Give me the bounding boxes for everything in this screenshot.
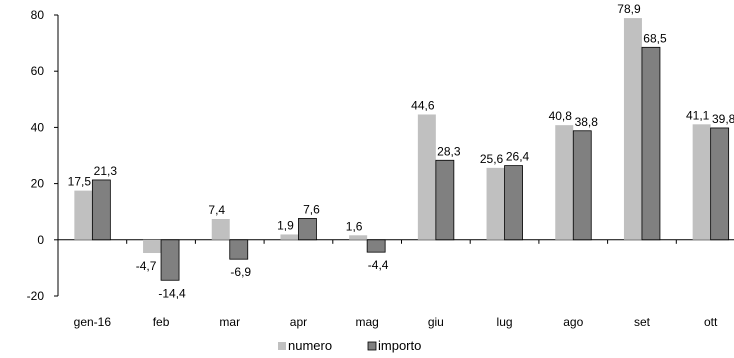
- bar-importo-mag: [366, 239, 386, 253]
- legend-swatch-importo: [367, 341, 377, 351]
- data-label-importo: 7,6: [303, 202, 320, 216]
- data-label-importo: 28,3: [437, 144, 461, 158]
- data-label-numero: 44,6: [411, 98, 435, 112]
- y-tick-label: 80: [31, 8, 45, 22]
- y-tick-label: 40: [31, 120, 45, 134]
- data-label-importo: 21,3: [94, 164, 118, 178]
- legend-swatch-numero: [278, 342, 286, 350]
- y-tick-label: 0: [37, 233, 44, 247]
- data-label-numero: 41,1: [686, 108, 710, 122]
- data-label-importo: -6,9: [230, 265, 251, 279]
- x-tick-label: lug: [497, 315, 513, 329]
- bar-numero-giu: [417, 114, 436, 240]
- data-label-importo: 26,4: [506, 150, 530, 164]
- data-label-numero: 40,8: [549, 109, 573, 123]
- bar-numero-gen-16: [74, 190, 93, 240]
- bar-numero-set: [623, 18, 642, 240]
- bar-importo-ott: [710, 127, 730, 241]
- bar-numero-apr: [280, 234, 299, 240]
- data-label-numero: 1,6: [346, 219, 363, 233]
- x-tick-label: feb: [153, 315, 170, 329]
- legend-label-numero: numero: [288, 338, 332, 353]
- bar-numero-lug: [486, 167, 505, 240]
- bar-importo-ago: [572, 130, 592, 241]
- y-tick-label: -20: [27, 289, 45, 303]
- data-label-numero: 17,5: [68, 175, 92, 189]
- x-tick-label: mag: [355, 315, 378, 329]
- x-axis: gen-16 feb mar apr mag giu lug ago set ott: [57, 239, 734, 329]
- x-tick-label: apr: [290, 315, 307, 329]
- data-label-importo: -4,4: [368, 258, 389, 272]
- y-tick-label: 60: [31, 64, 45, 78]
- x-tick-label: set: [634, 315, 651, 329]
- x-tick-label: ago: [563, 315, 583, 329]
- bar-importo-giu: [435, 159, 455, 241]
- bar-numero-ago: [555, 125, 574, 240]
- y-tick-label: 20: [31, 177, 45, 191]
- x-tick-label: gen-16: [74, 315, 112, 329]
- bar-numero-mar: [211, 219, 230, 240]
- x-tick-label: mar: [219, 315, 240, 329]
- x-tick-label: giu: [428, 315, 444, 329]
- legend-label-importo: importo: [378, 338, 421, 353]
- bar-importo-lug: [504, 165, 523, 241]
- data-label-importo: 68,5: [643, 31, 667, 45]
- data-label-numero: 1,9: [277, 218, 294, 232]
- data-label-importo: 39,8: [712, 112, 734, 126]
- legend: numero importo: [278, 338, 421, 353]
- data-label-numero: 25,6: [480, 152, 504, 166]
- bar-numero-ott: [692, 124, 711, 240]
- bar-importo-set: [641, 46, 661, 241]
- bar-importo-apr: [298, 218, 317, 241]
- bar-importo-mar: [229, 239, 249, 260]
- data-labels: 17,5 -4,7 7,4 1,9 1,6 44,6 25,6 40,8 78,9 41,1 21,…: [68, 2, 734, 300]
- data-label-numero: 7,4: [208, 203, 225, 217]
- data-label-numero: -4,7: [136, 259, 157, 273]
- x-tick-label: ott: [704, 315, 718, 329]
- data-label-numero: 78,9: [617, 2, 641, 16]
- bar-numero-mag: [349, 235, 368, 240]
- data-label-importo: -14,4: [158, 286, 186, 300]
- data-label-importo: 38,8: [575, 115, 599, 129]
- bars: [74, 18, 730, 281]
- bar-numero-feb: [143, 239, 162, 254]
- y-axis: -20 0 20 40 60 80: [27, 8, 59, 303]
- bar-importo-feb: [160, 239, 180, 281]
- bar-importo-gen-16: [91, 179, 111, 241]
